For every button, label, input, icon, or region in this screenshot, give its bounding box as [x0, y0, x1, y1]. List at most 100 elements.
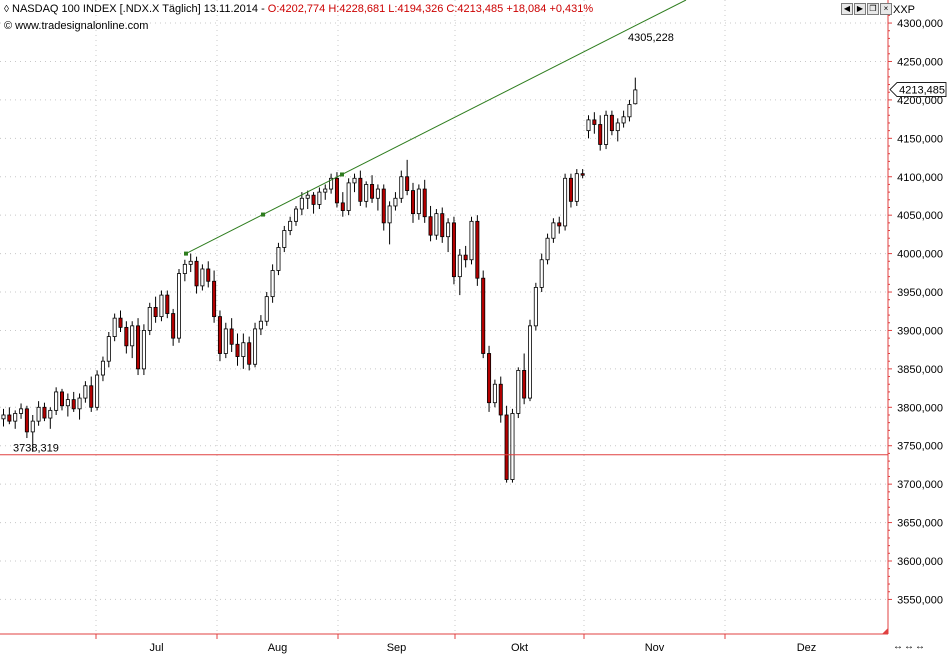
candle-body [112, 317, 117, 337]
candle-body [241, 342, 246, 357]
candle [212, 270, 217, 323]
expand-horizontal-icon-3[interactable]: ↔ [915, 641, 926, 652]
candle-body [141, 330, 146, 370]
candle-body [440, 213, 445, 238]
x-axis[interactable]: Jul Aug Sep Okt Nov Dez [95, 634, 817, 654]
y-tick-label: 3750,000 [897, 441, 943, 453]
candle-body [288, 220, 293, 231]
candle [30, 414, 35, 452]
candle-body [387, 205, 392, 224]
close-icon[interactable]: × [880, 3, 892, 15]
candle [71, 391, 76, 412]
candle [77, 393, 82, 420]
y-tick-label: 3550,000 [897, 594, 943, 606]
watermark-text: www.tradesignalonline.com [15, 20, 149, 32]
x-tick-label: Aug [268, 642, 288, 654]
candle [171, 308, 176, 346]
candle [100, 356, 105, 382]
drawing-tools[interactable]: 4305,228 3738,319 [0, 0, 888, 456]
candle [604, 110, 609, 150]
candle-body [551, 222, 556, 239]
candle-body [428, 216, 433, 236]
candle [305, 190, 310, 210]
restore-icon[interactable]: ❐ [867, 3, 879, 15]
candle [621, 110, 626, 128]
candle-body [405, 176, 410, 191]
candle [375, 184, 380, 211]
candle [381, 184, 386, 231]
candle [340, 192, 345, 217]
x-tick-label: Dez [797, 642, 817, 654]
candle-body [258, 320, 263, 330]
scroll-right-icon[interactable]: ▶ [854, 3, 866, 15]
candle [206, 261, 211, 288]
candle-body [299, 197, 304, 210]
trendline[interactable] [185, 0, 687, 255]
candle [136, 318, 141, 376]
candle-body [498, 383, 503, 416]
candle-body [416, 188, 421, 215]
candle-body [399, 176, 404, 199]
candle-body [106, 336, 111, 362]
instrument-title: NASDAQ 100 INDEX [.NDX.X Täglich] 13.11.… [12, 3, 268, 15]
candle-body [270, 270, 275, 298]
candle [498, 376, 503, 423]
candle [13, 410, 18, 429]
trendline-anchor[interactable] [340, 172, 344, 177]
candle [7, 407, 12, 425]
candle [288, 216, 293, 236]
candle [311, 192, 316, 214]
candle-body [311, 194, 316, 205]
candle-body [194, 260, 199, 287]
candle [153, 296, 158, 323]
candle [159, 290, 164, 322]
candle [247, 336, 252, 371]
candle [19, 403, 24, 419]
scroll-left-icon[interactable]: ◀ [841, 3, 853, 15]
copyright-icon: © [4, 20, 13, 32]
candle-body [487, 353, 492, 404]
candle-body [609, 114, 614, 132]
candle [1, 408, 6, 427]
candle-body [557, 222, 562, 227]
candle-body [317, 191, 322, 205]
candle [229, 318, 234, 352]
candle-body [147, 306, 152, 331]
expand-horizontal-icon-2[interactable]: ↔ [904, 641, 915, 652]
header-icon: ◊ [4, 4, 9, 15]
candle-body [276, 247, 281, 271]
trendline-anchor[interactable] [184, 251, 188, 256]
axis-corner-marker [882, 628, 888, 634]
candle-body [229, 328, 234, 345]
candle-body [340, 202, 345, 211]
candle-body [528, 325, 533, 399]
candle-body [165, 294, 170, 314]
candle [410, 182, 415, 223]
candle-body [358, 177, 363, 202]
x-tick-label: Okt [511, 642, 528, 654]
candle [293, 205, 298, 226]
expand-horizontal-icon[interactable]: ↔ [893, 641, 904, 652]
candle [522, 353, 527, 405]
candle-body [352, 177, 357, 184]
x-tick-label: Sep [387, 642, 407, 654]
candle-body [153, 306, 158, 318]
candle [463, 245, 468, 268]
trendline-anchor[interactable] [261, 212, 265, 217]
candle [551, 218, 556, 243]
y-axis[interactable]: 3550,000 3600,000 3650,000 3700,000 3750,000… [888, 7, 947, 607]
candle [65, 393, 70, 417]
candle [615, 118, 620, 142]
candle-body [586, 119, 591, 132]
candle-body [568, 177, 573, 202]
y-tick-label: 4100,000 [897, 172, 943, 184]
candle-body [217, 316, 222, 354]
candle-body [574, 173, 579, 202]
candle [545, 233, 550, 265]
candle [24, 405, 29, 439]
candle [194, 256, 199, 294]
candle-body [282, 230, 287, 248]
candle [393, 192, 398, 211]
candle-body [264, 296, 269, 322]
trendline-value-label: 4305,228 [628, 32, 674, 44]
